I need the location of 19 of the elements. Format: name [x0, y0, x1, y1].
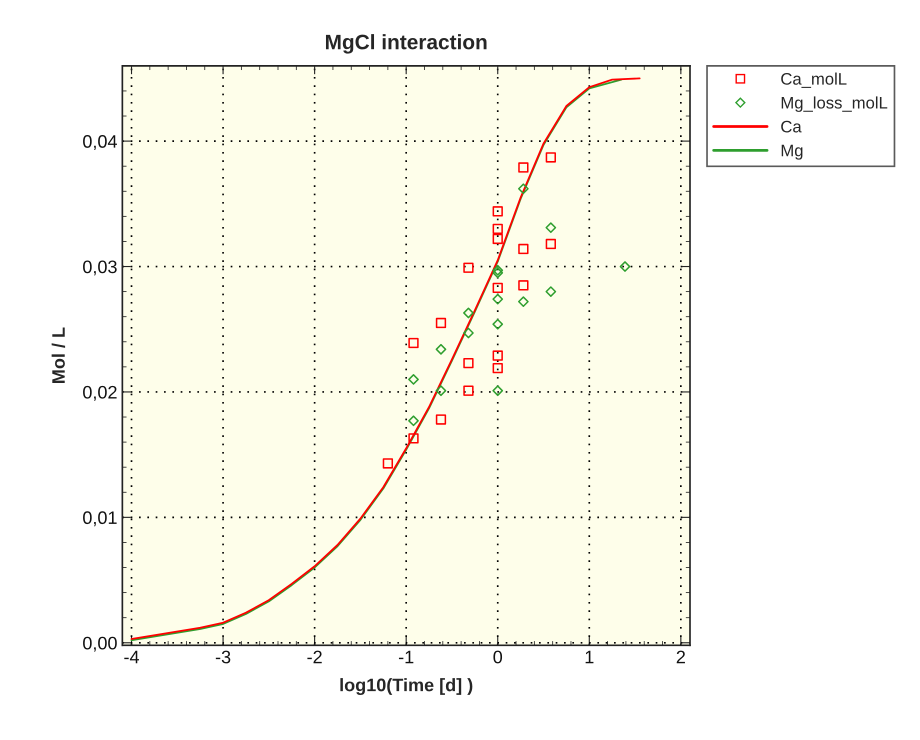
- legend-label: Ca_molL: [781, 72, 847, 88]
- y-tick-label: 0,00: [83, 636, 117, 652]
- y-tick-label: 0,04: [83, 135, 117, 150]
- y-tick-label: 0,01: [83, 511, 117, 526]
- chart-title: MgCl interaction: [326, 34, 486, 54]
- y-tick-label: 0,02: [83, 386, 117, 401]
- legend-label: Mg_loss_molL: [782, 96, 888, 112]
- y-axis-title: Mol / L: [52, 328, 66, 383]
- legend-label: Ca: [781, 120, 802, 133]
- x-axis-title: log10(Time [d] ): [340, 678, 472, 695]
- y-tick-label: 0,03: [83, 260, 117, 276]
- x-tick-label: 0: [493, 650, 502, 664]
- x-tick-label: -2: [307, 650, 322, 664]
- x-tick-label: -4: [124, 650, 140, 664]
- x-tick-label: -3: [216, 650, 230, 664]
- x-tick-label: 1: [586, 650, 594, 664]
- x-tick-label: 2: [676, 650, 685, 664]
- legend-label: Mg: [782, 144, 802, 160]
- x-tick-label: -1: [398, 650, 414, 664]
